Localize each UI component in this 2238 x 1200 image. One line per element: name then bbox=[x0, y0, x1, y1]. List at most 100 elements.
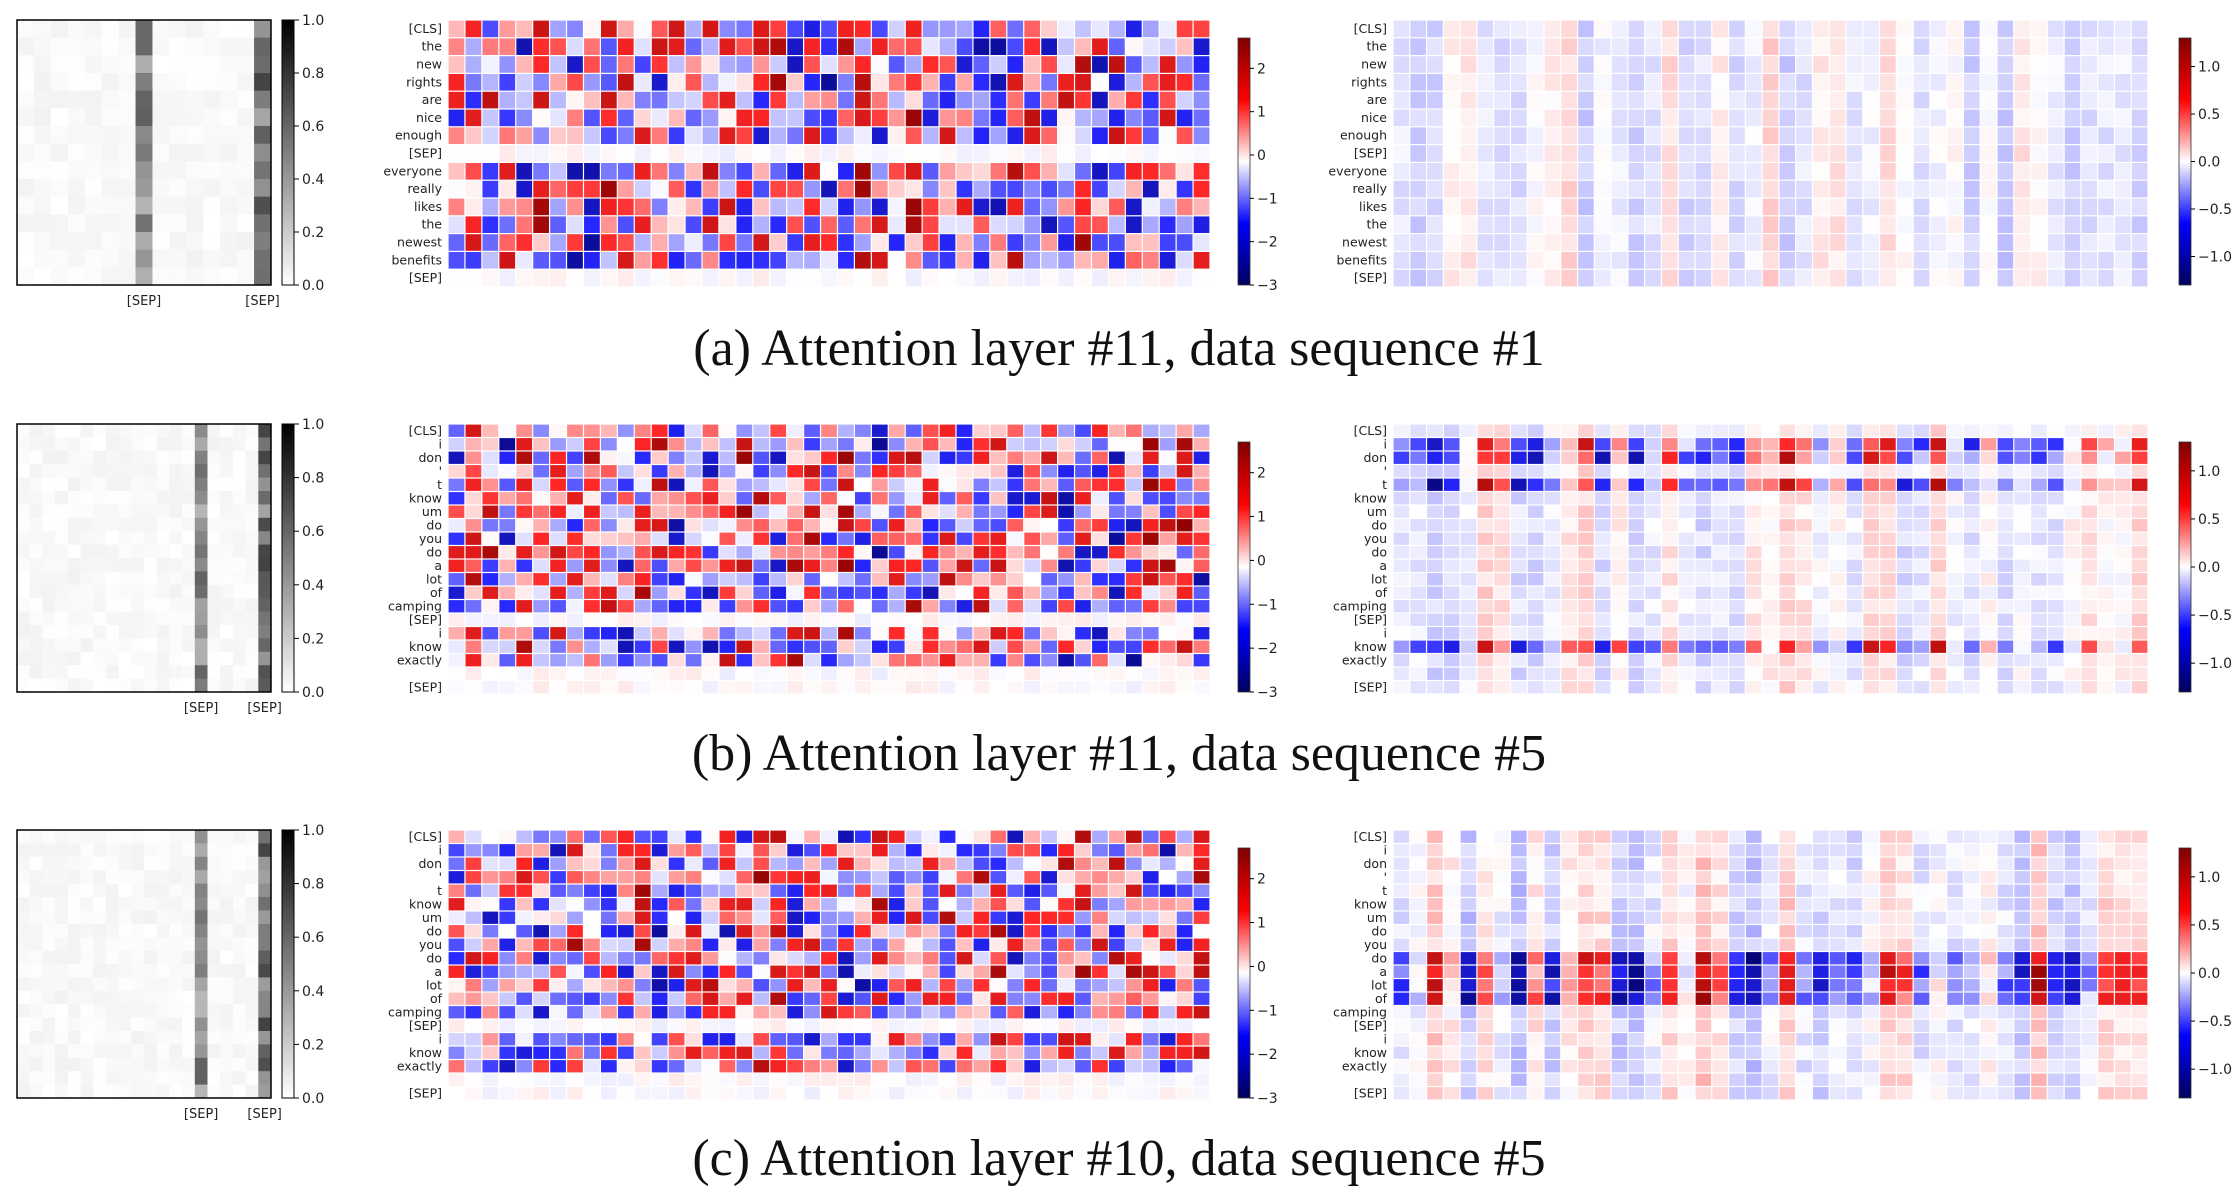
heatmap-cell bbox=[533, 938, 549, 951]
heatmap-cell bbox=[1176, 127, 1193, 144]
heatmap-cell bbox=[787, 56, 803, 73]
heatmap-cell bbox=[736, 681, 753, 694]
heatmap-cell bbox=[1863, 667, 1879, 680]
heatmap-cell bbox=[1159, 180, 1176, 198]
heatmap-cell bbox=[1007, 269, 1024, 287]
heatmap-cell bbox=[871, 478, 888, 491]
heatmap-cell bbox=[1729, 56, 1745, 73]
heatmap-cell bbox=[770, 857, 787, 870]
heatmap-cell bbox=[1678, 586, 1695, 599]
heatmap-cell bbox=[651, 216, 668, 233]
heatmap-cell bbox=[482, 424, 499, 437]
heatmap-cell bbox=[2047, 145, 2064, 162]
heatmap-cell bbox=[736, 163, 753, 180]
heatmap-cell bbox=[1678, 180, 1695, 198]
heatmap-cell bbox=[1109, 145, 1125, 162]
attention-cell bbox=[207, 611, 221, 626]
heatmap-cell bbox=[499, 20, 516, 38]
heatmap-cell bbox=[448, 56, 465, 73]
heatmap-cell bbox=[956, 252, 973, 269]
heatmap-cell bbox=[1561, 145, 1577, 162]
heatmap-cell bbox=[567, 979, 583, 992]
attention-cell bbox=[207, 1031, 221, 1045]
attention-cell bbox=[169, 977, 183, 992]
heatmap-cell bbox=[465, 519, 482, 532]
heatmap-cell bbox=[601, 681, 617, 694]
heatmap-cell bbox=[634, 830, 651, 843]
heatmap-cell bbox=[685, 925, 702, 938]
heatmap-cell bbox=[719, 965, 736, 978]
heatmap-cell bbox=[465, 830, 482, 843]
heatmap-cell bbox=[617, 965, 634, 978]
heatmap-cell bbox=[1628, 145, 1645, 162]
heatmap-cell bbox=[567, 952, 583, 965]
heatmap-cell bbox=[1779, 546, 1796, 559]
heatmap-cell bbox=[973, 911, 990, 924]
heatmap-cell bbox=[1678, 532, 1695, 545]
token-label: you bbox=[419, 531, 442, 546]
attention-cell bbox=[17, 108, 35, 127]
heatmap-cell bbox=[1779, 681, 1796, 694]
heatmap-cell bbox=[956, 145, 973, 162]
attention-cell bbox=[118, 90, 136, 109]
heatmap-cell bbox=[634, 1006, 651, 1019]
attention-cell bbox=[17, 571, 31, 586]
attention-cell bbox=[169, 1071, 183, 1085]
heatmap-cell bbox=[2081, 492, 2098, 505]
heatmap-cell bbox=[1393, 627, 1410, 640]
heatmap-cell bbox=[1846, 38, 1863, 55]
heatmap-cell bbox=[1645, 600, 1661, 613]
heatmap-cell bbox=[905, 519, 922, 532]
attention-cell bbox=[101, 126, 119, 145]
heatmap-cell bbox=[567, 586, 583, 599]
heatmap-cell bbox=[1578, 505, 1594, 518]
attention-cell bbox=[152, 55, 170, 74]
attention-cell bbox=[67, 267, 86, 286]
heatmap-cell bbox=[533, 91, 549, 109]
heatmap-cell bbox=[821, 180, 837, 198]
attention-cell bbox=[67, 126, 86, 145]
heatmap-cell bbox=[1745, 505, 1762, 518]
heatmap-cell bbox=[1176, 532, 1193, 545]
attention-cell bbox=[55, 950, 69, 965]
heatmap-cell bbox=[516, 965, 533, 978]
heatmap-cell bbox=[736, 546, 753, 559]
heatmap-cell bbox=[888, 505, 905, 518]
attention-cell bbox=[55, 531, 69, 545]
heatmap-cell bbox=[770, 163, 787, 180]
attention-cell bbox=[169, 249, 187, 268]
heatmap-cell bbox=[1578, 451, 1594, 464]
heatmap-cell bbox=[2131, 613, 2148, 626]
heatmap-cell bbox=[1578, 492, 1594, 505]
heatmap-cell bbox=[838, 91, 854, 109]
heatmap-cell bbox=[1980, 163, 1997, 180]
heatmap-cell bbox=[668, 492, 685, 505]
attention-cell bbox=[169, 179, 187, 198]
heatmap-cell bbox=[1125, 667, 1142, 680]
heatmap-cell bbox=[1611, 252, 1628, 269]
heatmap-cell bbox=[550, 586, 566, 599]
heatmap-cell bbox=[1729, 269, 1745, 287]
heatmap-cell bbox=[1460, 586, 1477, 599]
heatmap-cell bbox=[1041, 992, 1057, 1005]
heatmap-cell bbox=[1980, 216, 1997, 233]
heatmap-cell bbox=[1796, 465, 1812, 478]
heatmap-cell bbox=[905, 627, 922, 640]
heatmap-cell bbox=[736, 438, 753, 451]
heatmap-cell bbox=[1662, 252, 1678, 269]
heatmap-cell bbox=[905, 857, 922, 870]
heatmap-cell bbox=[1176, 56, 1193, 73]
heatmap-cell bbox=[1477, 586, 1494, 599]
attention-cell bbox=[118, 1071, 132, 1085]
heatmap-cell bbox=[990, 451, 1007, 464]
heatmap-cell bbox=[719, 844, 736, 857]
token-label: enough bbox=[395, 128, 442, 143]
heatmap-cell bbox=[1896, 600, 1913, 613]
attention-cell bbox=[203, 161, 221, 180]
heatmap-cell bbox=[1443, 145, 1460, 162]
heatmap-cell bbox=[1980, 627, 1997, 640]
heatmap-cell bbox=[499, 952, 516, 965]
heatmap-cell bbox=[922, 627, 939, 640]
heatmap-cell bbox=[2014, 269, 2030, 287]
heatmap-cell bbox=[719, 180, 736, 198]
